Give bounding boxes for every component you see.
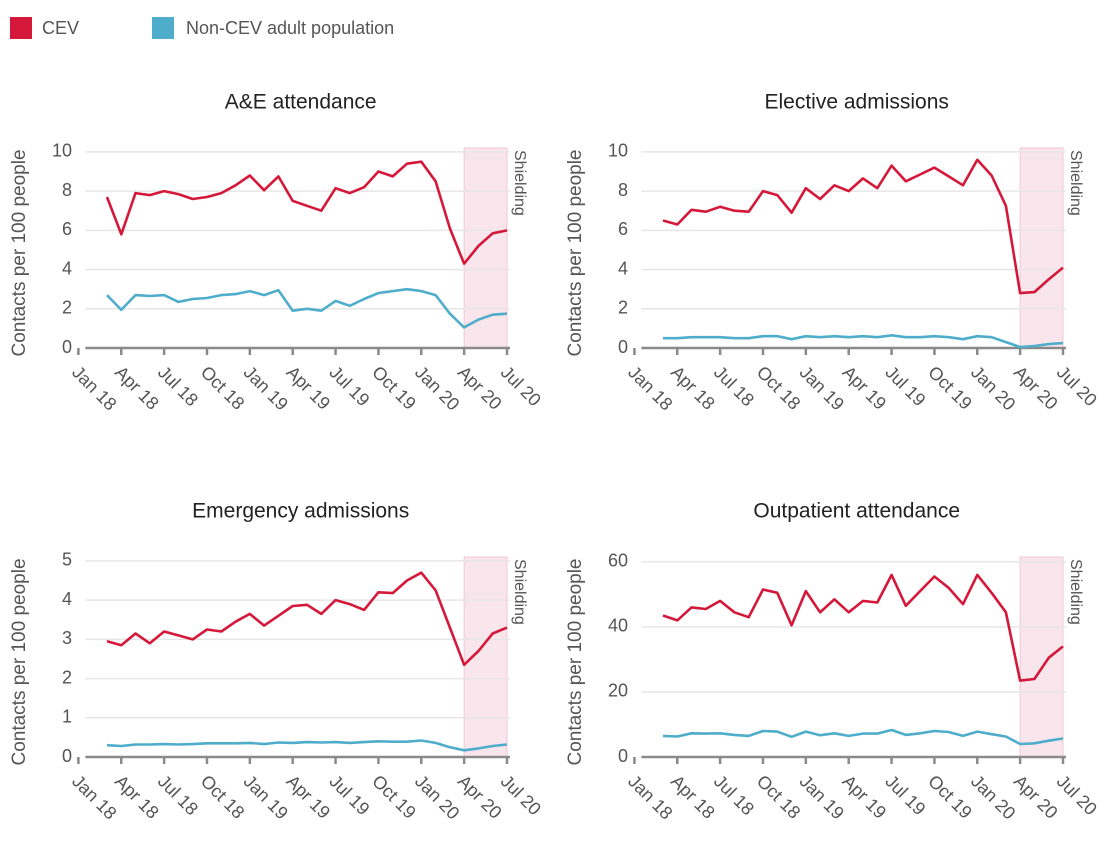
y-tick-label: 0 <box>62 337 72 357</box>
x-tick-label: Jul 18 <box>710 771 758 819</box>
chart-title: Outpatient attendance <box>753 500 960 523</box>
x-tick-label: Jul 20 <box>497 771 545 819</box>
x-tick-label: Oct 19 <box>368 362 420 414</box>
x-tick-label: Jul 19 <box>881 362 929 410</box>
x-tick-label: Apr 20 <box>454 771 506 823</box>
y-tick-label: 2 <box>62 298 72 318</box>
x-tick-label: Apr 18 <box>111 771 163 823</box>
x-tick-label: Jan 18 <box>68 771 120 823</box>
series-line: Non-CEV adult population <box>106 287 508 329</box>
y-tick-label: 8 <box>62 180 72 200</box>
x-tick-label: Apr 18 <box>667 771 719 823</box>
legend-label: Non-CEV adult population <box>186 18 394 38</box>
legend-swatch <box>152 17 174 39</box>
x-tick-label: Jan 18 <box>68 362 120 414</box>
y-tick-label: 4 <box>618 258 628 278</box>
x-tick-label: Jan 19 <box>240 771 292 823</box>
chart-title: A&E attendance <box>225 91 377 114</box>
x-tick-label: Jan 18 <box>624 771 676 823</box>
x-tick-label: Oct 18 <box>753 362 805 414</box>
y-axis-label: Contacts per 100 people <box>9 558 30 765</box>
x-tick-label: Jan 20 <box>411 771 463 823</box>
y-tick-label: 4 <box>62 589 72 609</box>
series-line: Non-CEV adult population <box>662 728 1064 746</box>
x-tick-label: Oct 19 <box>924 362 976 414</box>
y-tick-label: 3 <box>62 628 72 648</box>
x-tick-label: Jul 20 <box>1053 771 1101 819</box>
x-tick-label: Oct 18 <box>197 362 249 414</box>
x-tick-label: Jan 19 <box>796 771 848 823</box>
legend-label: CEV <box>42 18 79 38</box>
shade-label: Shielding <box>511 559 528 625</box>
x-tick-label: Jul 19 <box>325 771 373 819</box>
x-tick-label: Jan 18 <box>624 362 676 414</box>
x-tick-label: Oct 19 <box>368 771 420 823</box>
series-line: CEV <box>106 571 508 667</box>
y-tick-label: 4 <box>62 258 72 278</box>
x-tick-label: Apr 19 <box>839 362 891 414</box>
series-line: CEV <box>105 160 508 265</box>
y-tick-label: 0 <box>618 337 628 357</box>
series-line: CEV <box>662 158 1064 295</box>
x-tick-label: Apr 18 <box>667 362 719 414</box>
y-tick-label: 60 <box>608 551 628 571</box>
x-tick-label: Oct 19 <box>924 771 976 823</box>
x-tick-label: Jul 19 <box>881 771 929 819</box>
x-tick-label: Apr 20 <box>1010 362 1062 414</box>
y-axis-label: Contacts per 100 people <box>9 149 30 356</box>
y-tick-label: 1 <box>62 707 72 727</box>
y-tick-label: 10 <box>52 141 72 161</box>
y-tick-label: 0 <box>618 746 628 766</box>
shade-region <box>1019 556 1064 758</box>
x-tick-label: Apr 18 <box>111 362 163 414</box>
x-tick-label: Apr 20 <box>1010 771 1062 823</box>
x-tick-label: Oct 18 <box>753 771 805 823</box>
x-tick-label: Jan 20 <box>967 771 1019 823</box>
shade-label: Shielding <box>511 150 528 216</box>
y-tick-label: 2 <box>62 667 72 687</box>
y-tick-label: 8 <box>618 180 628 200</box>
chart-title: Emergency admissions <box>192 500 409 523</box>
x-tick-label: Apr 19 <box>283 771 335 823</box>
x-tick-label: Apr 19 <box>839 771 891 823</box>
y-tick-label: 2 <box>618 298 628 318</box>
series-line: CEV <box>662 573 1064 682</box>
y-tick-label: 6 <box>618 219 628 239</box>
legend-swatch <box>10 17 32 39</box>
y-tick-label: 0 <box>62 746 72 766</box>
y-tick-label: 40 <box>608 616 628 636</box>
x-tick-label: Jan 20 <box>411 362 463 414</box>
x-tick-label: Oct 18 <box>197 771 249 823</box>
series-line: Non-CEV adult population <box>106 739 508 752</box>
x-tick-label: Jul 18 <box>154 362 202 410</box>
series-line: Non-CEV adult population <box>663 334 1064 349</box>
shade-label: Shielding <box>1067 559 1084 625</box>
shade-region <box>1019 147 1064 349</box>
y-axis-label: Contacts per 100 people <box>565 558 586 765</box>
x-tick-label: Jul 18 <box>154 771 202 819</box>
shade-label: Shielding <box>1067 150 1084 216</box>
x-tick-label: Jan 20 <box>967 362 1019 414</box>
y-tick-label: 6 <box>62 219 72 239</box>
y-tick-label: 5 <box>62 550 72 570</box>
x-tick-label: Jan 19 <box>240 362 292 414</box>
x-tick-label: Apr 19 <box>283 362 335 414</box>
x-tick-label: Jul 20 <box>1053 362 1101 410</box>
chart-title: Elective admissions <box>764 91 948 114</box>
x-tick-label: Jul 19 <box>325 362 373 410</box>
y-axis-label: Contacts per 100 people <box>565 149 586 356</box>
x-tick-label: Jan 19 <box>796 362 848 414</box>
x-tick-label: Jul 20 <box>497 362 545 410</box>
x-tick-label: Jul 18 <box>710 362 758 410</box>
y-tick-label: 10 <box>608 141 628 161</box>
y-tick-label: 20 <box>608 681 628 701</box>
x-tick-label: Apr 20 <box>454 362 506 414</box>
